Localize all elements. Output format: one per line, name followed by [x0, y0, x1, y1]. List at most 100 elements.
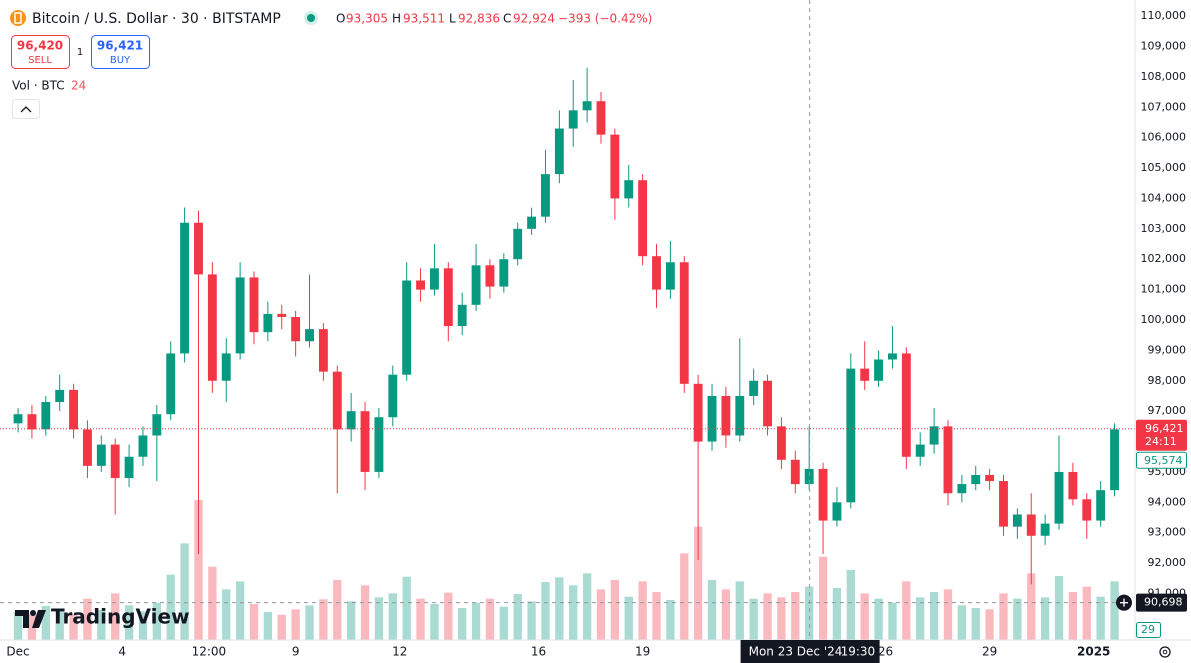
- volume-bar: [388, 593, 397, 640]
- volume-bar: [707, 580, 717, 640]
- ohlc-value: 92,836: [458, 12, 500, 26]
- volume-bar: [791, 592, 800, 640]
- y-tick-label: 108,000: [1141, 70, 1187, 83]
- logo-text: TradingView: [51, 605, 190, 629]
- candle-body: [776, 426, 786, 460]
- buy-label[interactable]: BUY: [110, 55, 131, 66]
- x-tick-label: 29: [982, 645, 997, 659]
- candle-body: [55, 389, 65, 403]
- last-price-box: [1136, 419, 1187, 451]
- x-tick-label: 12: [392, 645, 407, 659]
- volume-last-label: 29: [1141, 623, 1155, 636]
- collapse-button[interactable]: [12, 99, 40, 119]
- y-tick-label: 93,000: [1148, 526, 1187, 539]
- sell-price[interactable]: 96,420: [17, 39, 63, 53]
- volume-bar: [263, 612, 273, 640]
- candle-body: [638, 180, 648, 257]
- x-tick-label: 26: [878, 645, 893, 659]
- candle-body: [888, 353, 897, 360]
- sell-button[interactable]: [11, 35, 70, 69]
- x-tick-label: 19: [635, 645, 650, 659]
- add-alert-icon: [1120, 598, 1128, 607]
- y-tick-label: 98,000: [1148, 374, 1187, 387]
- volume-bar: [652, 592, 661, 640]
- candle-body: [291, 316, 301, 342]
- candle-body: [152, 414, 162, 436]
- candle-body: [568, 110, 578, 129]
- candle-body: [27, 414, 37, 430]
- ohlc-value: 93,511: [403, 12, 445, 26]
- candle-body: [513, 228, 523, 260]
- volume-bar: [555, 577, 564, 640]
- y-tick-label: 106,000: [1141, 131, 1187, 144]
- volume-bar: [569, 585, 578, 640]
- y-tick-label: 101,000: [1141, 283, 1187, 296]
- volume-bar: [166, 574, 175, 640]
- volume-bar: [430, 604, 439, 640]
- candle-body: [221, 353, 231, 381]
- volume-bar: [624, 596, 633, 640]
- candle-body: [985, 474, 995, 482]
- volume-bar: [152, 602, 162, 640]
- candle-body: [82, 429, 92, 466]
- y-tick-label: 107,000: [1141, 100, 1187, 113]
- candle-body: [346, 411, 356, 430]
- y-tick-label: 104,000: [1141, 191, 1187, 204]
- candle-body: [665, 262, 675, 290]
- volume-bar: [943, 589, 953, 640]
- bitcoin-icon: [10, 10, 26, 26]
- market-status-dot: [307, 14, 315, 22]
- volume-bar: [13, 612, 23, 640]
- volume-bar: [693, 526, 703, 640]
- volume-bar: [832, 588, 842, 640]
- crosshair-price-label: 90,698: [1144, 596, 1183, 609]
- buy-price[interactable]: 96,421: [97, 39, 143, 53]
- last-price-label: 96,421: [1145, 422, 1184, 435]
- candle-body: [471, 265, 481, 305]
- volume-bar: [41, 606, 50, 640]
- candle-body: [388, 374, 398, 418]
- candle-body: [457, 304, 467, 327]
- candle-body: [832, 502, 842, 521]
- symbol-title[interactable]: Bitcoin / U.S. Dollar · 30 · BITSTAMP: [32, 11, 281, 27]
- y-tick-label: 99,000: [1148, 343, 1187, 356]
- candle-body: [693, 383, 703, 442]
- y-tick-label: 94,000: [1148, 495, 1187, 508]
- y-tick-label: 102,000: [1141, 252, 1187, 265]
- crosshair-date-label: Mon 23 Dec '24: [749, 645, 843, 659]
- settings-icon: [1162, 649, 1168, 655]
- settings-button[interactable]: [1159, 646, 1171, 658]
- candle-body: [443, 268, 453, 327]
- volume-bar: [527, 601, 536, 640]
- volume-bar: [1027, 573, 1036, 640]
- volume-bar: [999, 593, 1008, 640]
- y-tick-label: 92,000: [1148, 556, 1187, 569]
- volume-bar: [235, 581, 245, 640]
- candle-body: [527, 216, 537, 229]
- candle-body: [110, 444, 120, 479]
- volume-bar: [666, 600, 675, 640]
- ohlc-label: H: [392, 12, 401, 26]
- volume-bar: [499, 606, 508, 640]
- volume-bar: [138, 611, 148, 640]
- candle-body: [1040, 523, 1050, 536]
- sell-label[interactable]: SELL: [28, 55, 52, 66]
- bitcoin-icon-glyph: [14, 12, 22, 24]
- price-axis: [1135, 0, 1191, 640]
- reference-price-box: [1136, 451, 1187, 469]
- y-tick-label: 103,000: [1141, 222, 1187, 235]
- volume-bar: [1110, 581, 1119, 640]
- candle-body: [374, 417, 384, 472]
- candle-body: [596, 101, 606, 135]
- candle-body: [957, 484, 967, 494]
- candle-body: [804, 468, 814, 485]
- volume-bar: [916, 597, 925, 640]
- volume-bar: [249, 604, 259, 640]
- buy-button[interactable]: [91, 35, 150, 69]
- candle-body: [499, 259, 509, 287]
- volume-bar: [610, 580, 620, 640]
- candle-body: [721, 395, 731, 436]
- candle-body: [763, 380, 772, 427]
- volume-bar: [749, 598, 758, 640]
- candle-body: [749, 380, 759, 396]
